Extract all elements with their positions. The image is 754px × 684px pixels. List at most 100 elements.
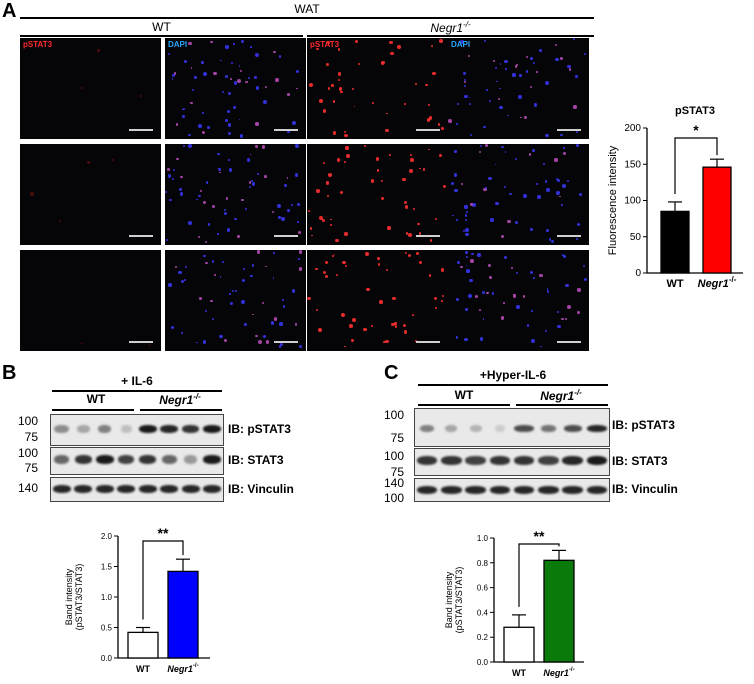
micrograph [165,144,306,245]
panel-c-ko-line [516,404,608,406]
micrograph: DAPI [165,38,306,139]
panel-a-tissue-label: WAT [294,2,320,16]
y-tick-label: 1.5 [101,563,113,572]
blot-band [52,485,71,493]
blot-band [184,455,198,464]
scale-bar [416,235,440,237]
x-tick-label: Negr1-/- [543,667,574,678]
panel-c-wt-label: WT [454,388,474,402]
panel-c-ib-vinculin: IB: Vinculin [612,482,678,496]
blot-band [118,455,135,464]
panel-c-ib-stat3: IB: STAT3 [612,454,668,468]
blot-band [74,455,92,464]
blot-band [489,486,511,494]
y-tick-label: 50 [630,232,642,243]
blot-band [513,456,535,465]
blot-band [441,456,462,465]
blot-b-vinculin [50,477,224,502]
panel-c-wt-line [418,404,510,406]
channel-label-dapi: DAPI [451,40,471,49]
blot-band [160,425,179,433]
bar-negr1 [167,570,199,659]
blot-band [489,456,511,465]
bar-wt [503,626,535,663]
panel-c-mw-75a: 75 [390,431,404,445]
micrograph [307,144,448,245]
blot-band [203,455,222,464]
panel-c-mw-100c: 100 [383,491,404,505]
blot-band [74,485,93,493]
panel-c-ib-pstat3: IB: pSTAT3 [612,418,675,432]
panel-b-ib-stat3: IB: STAT3 [228,453,284,467]
significance-bracket [674,137,718,194]
significance-marker: * [693,122,699,138]
blot-band [161,455,177,464]
y-axis-label: (pSTAT3/STAT3) [454,567,464,634]
y-tick-label: 100 [624,196,641,207]
y-tick-label: 0.0 [477,658,489,667]
panel-c-ko-label: Negr1-/- [540,388,582,403]
y-tick-label: 0.5 [101,624,113,633]
blot-c-vinculin [414,478,610,502]
blot-band [563,425,582,432]
y-axis-label: Fluorescence intensity [607,145,619,255]
blot-band [98,425,112,433]
y-tick-label: 2.0 [101,532,113,541]
scale-bar [416,129,440,131]
blot-c-stat3 [414,448,610,476]
panel-a-wt-line [20,35,303,37]
panel-b-mw-140: 140 [17,481,38,495]
y-axis-label: (pSTAT3/STAT3) [74,564,84,631]
y-tick-label: 0.4 [477,608,489,617]
panel-b-ko-label: Negr1-/- [159,392,201,407]
significance-marker: ** [158,525,169,541]
bar-wt [127,631,159,659]
blot-band [95,455,114,464]
blot-band [562,456,583,465]
panel-b-ib-pstat3: IB: pSTAT3 [228,422,291,436]
blot-band [416,486,438,494]
blot-band [181,485,200,493]
blot-band [538,486,559,494]
scale-bar [274,341,298,343]
blot-band [117,485,136,493]
panel-b-top-line [52,390,222,392]
panel-c-mw-140: 140 [383,476,404,490]
blot-band [138,425,157,433]
panel-c-treatment: +Hyper-IL-6 [479,368,547,382]
blot-band [465,456,486,465]
scale-bar [416,341,440,343]
blot-band [120,425,132,433]
y-tick-label: 0.2 [477,633,489,642]
blot-band [495,425,505,432]
panel-b-treatment: + IL-6 [121,374,153,388]
channel-label-dapi: DAPI [168,40,188,49]
panel-b-mw-75a: 75 [24,430,38,444]
scale-bar [274,129,298,131]
scale-bar [557,235,581,237]
blot-band [160,485,179,493]
blot-c-pstat3 [414,408,610,447]
scale-bar [274,235,298,237]
blot-band [54,425,70,433]
micrograph: DAPI [448,38,589,139]
panel-a-wt-label: WT [152,20,171,34]
blot-band [203,425,222,433]
y-axis-label: Band intensity [64,568,74,625]
blot-band [138,485,157,493]
chart-a: pSTAT3 0 50 100 150 200 Fluorescence intensity… [607,105,743,290]
panel-a-top-line [20,17,594,19]
blot-band [416,456,438,465]
blot-band [76,425,90,433]
blot-band [441,486,462,494]
blot-band [541,425,556,432]
blot-band [445,425,458,432]
panel-a-letter: A [2,0,17,22]
x-tick-label: Negr1-/- [167,663,198,674]
blot-b-pstat3 [50,414,224,446]
micrograph: pSTAT3 [307,38,448,139]
blot-band [514,425,534,432]
bar-negr1 [543,559,575,663]
chart-b: 0.0 0.5 1.0 1.5 2.0 Band intensity (pSTAT3/STA… [64,525,210,674]
y-tick-label: 0.0 [101,654,113,663]
